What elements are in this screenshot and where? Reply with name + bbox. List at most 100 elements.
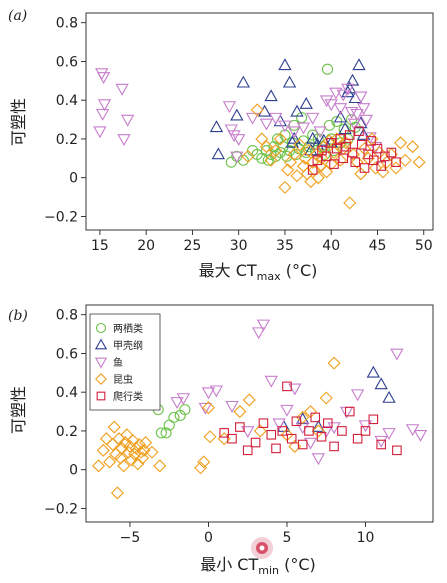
panel-a-point-fish bbox=[95, 108, 110, 121]
panel-b-points bbox=[92, 319, 428, 500]
panel-a-point-fish bbox=[227, 130, 241, 143]
panel-b-point-fish bbox=[225, 400, 239, 413]
panel-a-point-amphibian bbox=[321, 63, 334, 75]
panel-a: (a) 可塑性 15 20 25 30 35 40 45 50 −0.2 0 0.2 0.4 0.6 0.… bbox=[8, 8, 434, 283]
panel-b-point-insect bbox=[117, 459, 131, 473]
panel-b-ytick-label: 0.2 bbox=[56, 424, 78, 440]
panel-b-point-fish bbox=[241, 426, 255, 439]
panel-b-xtick-label: −5 bbox=[120, 530, 141, 546]
panel-b-point-fish bbox=[252, 327, 266, 340]
panel-b-point-amphibian bbox=[168, 411, 180, 423]
panel-b-point-crustacean bbox=[374, 377, 388, 390]
panel-a-ytick-label: 0 bbox=[69, 171, 78, 187]
panel-a-point-fish bbox=[344, 107, 359, 119]
panel-b-point-fish bbox=[209, 385, 224, 398]
panel-a-point-amphibian bbox=[307, 129, 319, 141]
panel-a-point-fish bbox=[278, 120, 292, 133]
panel-b-point-reptile bbox=[392, 445, 402, 456]
panel-b-xlabel-unit: (°C) bbox=[279, 555, 316, 574]
panel-a-point-reptile bbox=[312, 155, 323, 166]
panel-a-point-fish bbox=[347, 118, 362, 131]
panel-b-point-crustacean bbox=[382, 390, 396, 403]
panel-b-point-reptile bbox=[291, 416, 302, 427]
panel-a-point-reptile bbox=[356, 139, 367, 150]
panel-a-point-crustacean bbox=[345, 73, 360, 86]
panel-a-point-crustacean bbox=[230, 108, 244, 121]
panel-a-point-insect bbox=[339, 136, 353, 150]
panel-b-point-insect bbox=[197, 455, 211, 469]
panel-a-point-fish bbox=[269, 112, 283, 125]
panel-a-point-insect bbox=[259, 140, 273, 154]
panel-a-point-crustacean bbox=[333, 110, 348, 123]
panel-a-point-crustacean bbox=[290, 104, 304, 117]
panel-a-points bbox=[93, 58, 426, 210]
panel-a-xtick-label: 30 bbox=[230, 238, 248, 254]
panel-a-point-crustacean bbox=[287, 131, 301, 144]
panel-a-point-insect bbox=[287, 147, 301, 161]
panel-a-point-insect bbox=[324, 157, 338, 171]
panel-a-point-reptile bbox=[363, 149, 374, 160]
panel-b-point-fish bbox=[256, 319, 271, 332]
panel-b-point-fish bbox=[350, 389, 365, 402]
legend-marker-insect bbox=[95, 373, 107, 385]
panel-a-point-fish bbox=[287, 126, 301, 139]
panel-b-point-insect bbox=[129, 441, 143, 455]
panel-a-point-fish bbox=[259, 118, 274, 131]
panel-b-point-fish bbox=[311, 453, 326, 466]
panel-a-point-fish bbox=[306, 112, 320, 125]
panel-b-xlabel: 最小 CTmin (°C) bbox=[200, 555, 316, 577]
panel-a-point-reptile bbox=[321, 151, 332, 162]
panel-a-point-fish bbox=[319, 95, 334, 108]
panel-b-point-fish bbox=[413, 430, 428, 442]
panel-a-point-insect bbox=[241, 149, 255, 163]
panel-b-ytick-label: 0.4 bbox=[56, 385, 78, 401]
panel-b-point-fish bbox=[358, 420, 373, 433]
panel-a-point-insect bbox=[350, 155, 364, 169]
panel-b-point-insect bbox=[319, 391, 333, 405]
legend-marker-fish bbox=[94, 357, 108, 369]
panel-a-point-amphibian bbox=[297, 135, 310, 147]
panel-b-point-reptile bbox=[227, 433, 237, 444]
panel-b-point-insect bbox=[92, 459, 106, 473]
panel-a-point-crustacean bbox=[343, 81, 357, 94]
panel-a-point-insect bbox=[302, 144, 316, 158]
panel-b-point-reptile bbox=[323, 418, 333, 428]
panel-b-point-reptile bbox=[368, 414, 379, 425]
panel-b-point-reptile bbox=[352, 433, 363, 444]
panel-a-point-reptile bbox=[386, 147, 397, 158]
panel-b-point-reptile bbox=[310, 412, 321, 423]
panel-a-xlabel-main: 最大 CT bbox=[199, 261, 257, 280]
panel-b-frame bbox=[85, 304, 434, 523]
panel-b-point-insect bbox=[137, 443, 151, 457]
panel-a-point-reptile bbox=[331, 143, 342, 154]
panel-a-point-crustacean bbox=[306, 131, 320, 144]
panel-a-point-reptile bbox=[368, 155, 379, 166]
panel-a-point-fish bbox=[356, 103, 371, 116]
panel-b-point-reptile bbox=[344, 406, 355, 417]
panel-b-point-insect bbox=[194, 461, 208, 475]
panel-a-point-insect bbox=[304, 175, 318, 189]
panel-b-point-fish bbox=[170, 397, 184, 409]
panel-a-point-crustacean bbox=[356, 127, 371, 140]
panel-a-point-fish bbox=[245, 112, 260, 125]
panel-a-point-insect bbox=[250, 103, 264, 117]
panel-a-point-fish bbox=[222, 101, 237, 114]
panel-a-point-insect bbox=[412, 155, 426, 169]
panel-b-point-reptile bbox=[304, 426, 314, 436]
panel-a-point-reptile bbox=[307, 165, 318, 175]
panel-a-ytick-label: −0.2 bbox=[44, 209, 78, 225]
panel-a-point-fish bbox=[95, 68, 109, 81]
panel-b-point-fish bbox=[198, 402, 213, 415]
panel-b-point-insect bbox=[233, 405, 247, 419]
panel-a-point-crustacean bbox=[348, 91, 362, 104]
panel-a-point-insect bbox=[327, 145, 341, 160]
panel-a-ytick-label: 0.6 bbox=[56, 54, 78, 70]
panel-a-point-fish bbox=[313, 126, 327, 139]
panel-a-xlabel: 最大 CTmax (°C) bbox=[199, 261, 318, 283]
panel-a-point-crustacean bbox=[299, 96, 313, 109]
panel-a-xtick-label: 45 bbox=[369, 238, 387, 254]
panel-b-xlabel-sub: min bbox=[258, 564, 279, 577]
panel-a-point-fish bbox=[93, 126, 107, 139]
panel-a-point-fish bbox=[230, 151, 244, 164]
